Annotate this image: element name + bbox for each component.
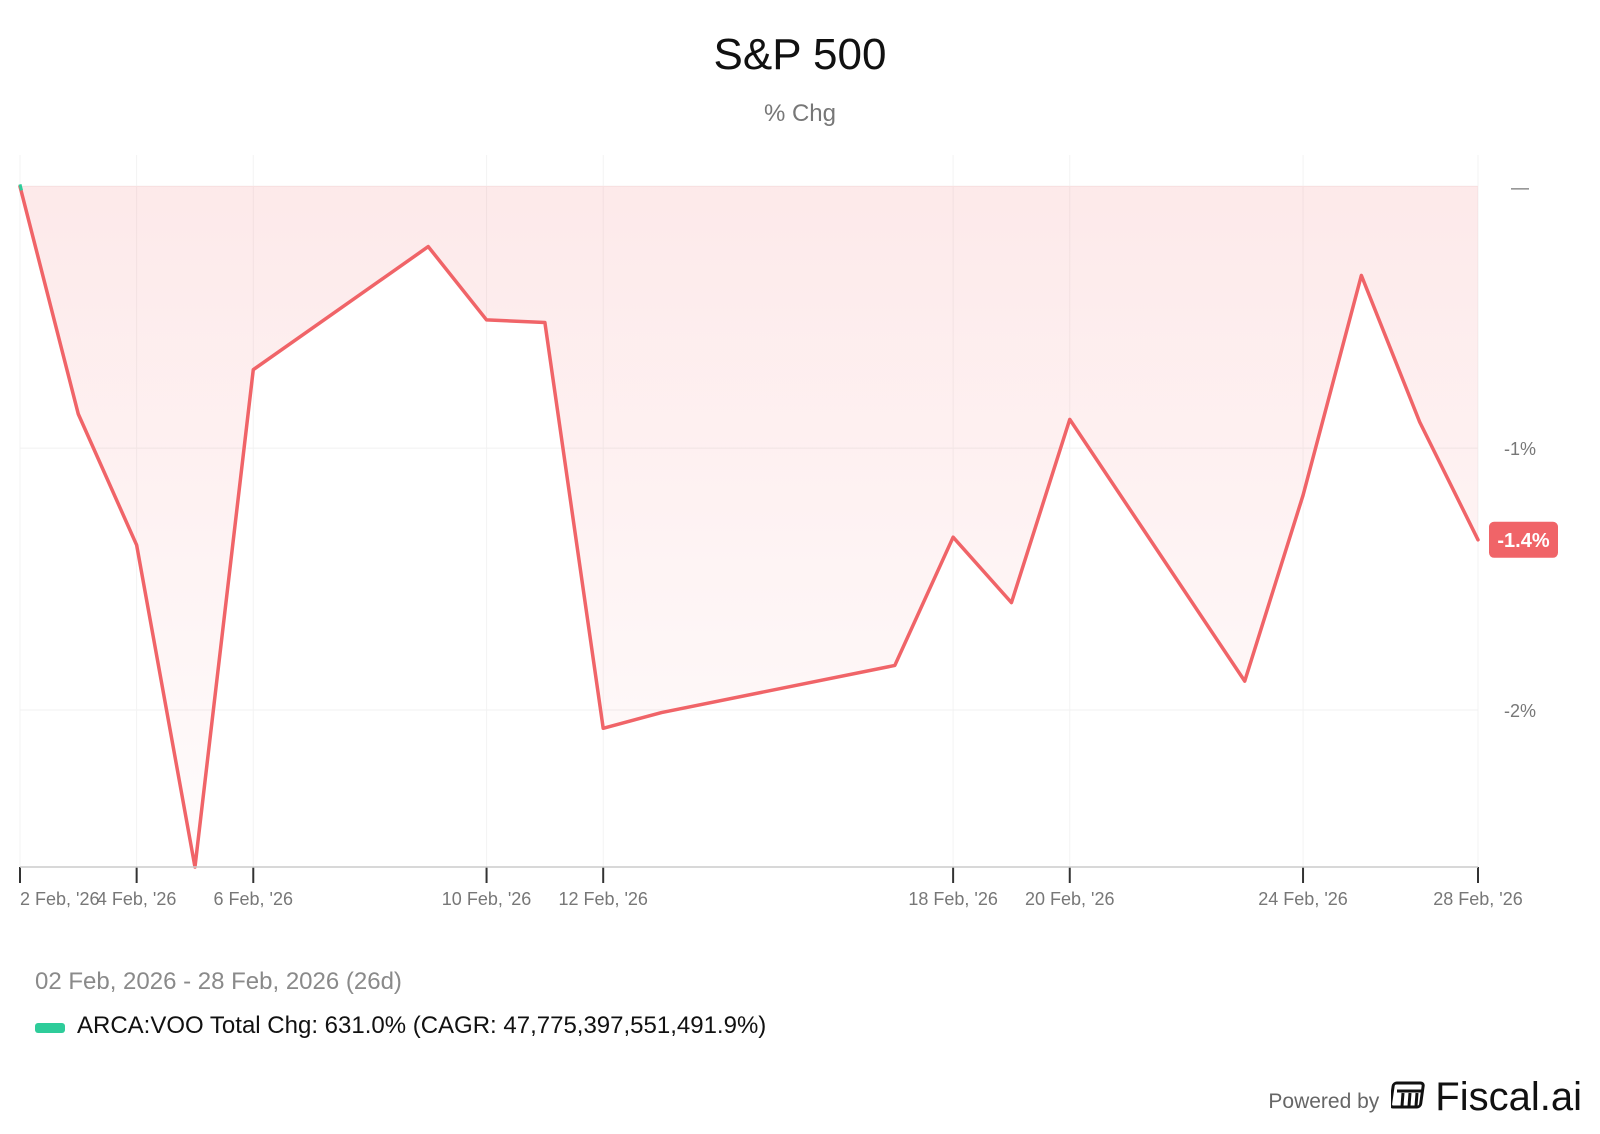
data-point[interactable] [250,367,256,373]
x-tick-label: 24 Feb, '26 [1258,889,1348,909]
series-start-marker [18,184,23,191]
y-tick-label: — [1511,177,1529,197]
date-range: 02 Feb, 2026 - 28 Feb, 2026 (26d) [35,968,402,995]
x-tick-label: 2 Feb, '26 [20,889,100,909]
series-area [20,186,1478,868]
x-tick-label: 20 Feb, '26 [1025,889,1115,909]
data-point[interactable] [1417,419,1423,425]
last-value-label: -1.4% [1497,530,1549,552]
data-point[interactable] [17,183,23,189]
data-point[interactable] [1067,416,1073,422]
chart-title: S&P 500 [713,30,887,79]
brand-name: Fiscal.ai [1435,1075,1582,1119]
last-value-badge [1489,521,1558,558]
data-point[interactable] [134,542,140,548]
data-point[interactable] [950,534,956,540]
x-tick-label: 12 Feb, '26 [558,889,648,909]
x-tick-label: 28 Feb, '26 [1433,889,1523,909]
fiscal-logo-icon [1389,1080,1427,1115]
y-tick-label: -1% [1504,439,1536,459]
data-point[interactable] [484,317,490,323]
data-point[interactable] [1242,678,1248,684]
data-point[interactable] [1300,492,1306,498]
y-tick-label: -2% [1504,701,1536,721]
powered-by-label: Powered by [1268,1089,1380,1113]
x-tick-label: 4 Feb, '26 [97,889,177,909]
x-tick-label: 10 Feb, '26 [442,889,532,909]
data-point[interactable] [1358,272,1364,278]
data-point[interactable] [542,320,548,326]
legend-swatch [35,1023,65,1033]
x-tick-label: 6 Feb, '26 [214,889,294,909]
data-point[interactable] [75,411,81,417]
brand[interactable]: Powered by Fiscal.ai [1268,1075,1582,1120]
x-tick-label: 18 Feb, '26 [908,889,998,909]
data-point[interactable] [1008,600,1014,606]
chart-subtitle: % Chg [763,100,837,127]
data-point[interactable] [892,662,898,668]
data-point[interactable] [425,244,431,250]
legend-text: ARCA:VOO Total Chg: 631.0% (CAGR: 47,775… [77,1012,767,1039]
line-chart: — -1% -2% 2 Feb, '264 Feb, '26 6 Feb, '26 10 … [17,155,1558,909]
data-point[interactable] [600,725,606,731]
data-point[interactable] [659,710,665,716]
data-point[interactable] [1475,537,1481,543]
legend[interactable]: ARCA:VOO Total Chg: 631.0% (CAGR: 47,775… [35,1012,766,1040]
